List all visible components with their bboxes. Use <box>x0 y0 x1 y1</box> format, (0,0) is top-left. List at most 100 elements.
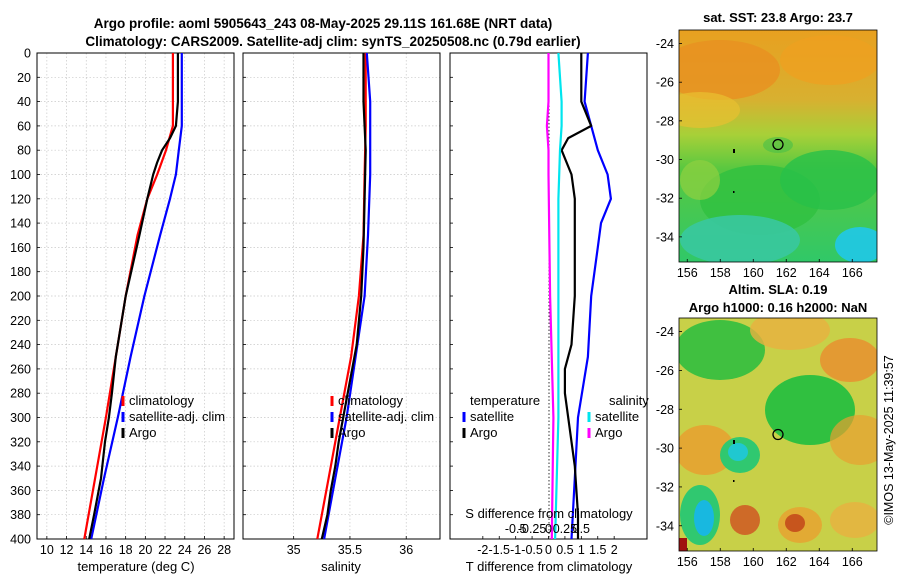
legend-argo-label: Argo <box>129 425 156 440</box>
map-x-tick-label: 164 <box>809 266 830 280</box>
map-x-tick-label: 158 <box>710 266 731 280</box>
temperature-panel: 10 12 14 16 18 20 22 24 26 28 temperature (deg C)… <box>36 52 235 574</box>
map-y-tick-label: -34 <box>656 519 674 533</box>
sst-map-title: sat. SST: 23.8 Argo: 23.7 <box>703 10 853 25</box>
legend-satellite-label: satellite-adj. clim <box>129 409 225 424</box>
argo-location-marker <box>772 428 784 441</box>
map-x-tick-label: 162 <box>776 266 797 280</box>
depth-tick-label: 360 <box>10 484 31 498</box>
depth-tick-label: 280 <box>10 387 31 401</box>
depth-tick-label: 160 <box>10 241 31 255</box>
legend-t-satellite-label: satellite <box>470 409 514 424</box>
map-y-tick-label: -26 <box>656 364 674 378</box>
x-tick-label: 20 <box>138 543 152 557</box>
map-x-tick-label: 156 <box>677 266 698 280</box>
salinity-xlabel: salinity <box>321 559 361 574</box>
depth-tick-label: 120 <box>10 192 31 206</box>
legend-climatology-label: climatology <box>129 393 195 408</box>
x-tick-label: 36 <box>399 543 413 557</box>
legend-s-argo-label: Argo <box>595 425 622 440</box>
figure-title-line1: Argo profile: aoml 5905643_243 08-May-20… <box>94 16 552 31</box>
x-tick-label: 22 <box>158 543 172 557</box>
x-tick-label: 35.5 <box>338 543 362 557</box>
depth-tick-label: 320 <box>10 435 31 449</box>
legend-temperature-title: temperature <box>470 393 540 408</box>
depth-tick-label: 180 <box>10 265 31 279</box>
legend-salinity-title: salinity <box>609 393 649 408</box>
x-tick-label: 10 <box>40 543 54 557</box>
sla-map-title2: Argo h1000: 0.16 h2000: NaN <box>689 300 867 315</box>
x-tick-label: 16 <box>99 543 113 557</box>
map-x-tick-label: 164 <box>809 555 830 569</box>
x-tick-label: 24 <box>178 543 192 557</box>
map-y-tick-label: -28 <box>656 403 674 417</box>
x-tick-label: 14 <box>79 543 93 557</box>
x-tick-label: -1 <box>510 543 521 557</box>
salinity-panel: 35 35.5 36 salinity climatology satellite-… <box>242 52 441 574</box>
depth-tick-label: 220 <box>10 314 31 328</box>
depth-tick-label: 140 <box>10 217 31 231</box>
series-line-argo <box>88 53 179 540</box>
map-y-tick-label: -32 <box>656 192 674 206</box>
difference-panel: -2 -1.5 -1 -0.5 0 0.5 1 1.5 2 T difference from … <box>449 52 649 574</box>
x-tick-label: -0.5 <box>521 543 543 557</box>
t-difference-xlabel: T difference from climatology <box>466 559 633 574</box>
map-x-tick-label: 160 <box>743 266 764 280</box>
depth-tick-label: 300 <box>10 411 31 425</box>
map-y-tick-label: -24 <box>656 37 674 51</box>
x-tick-label: 0.5 <box>556 543 573 557</box>
salinity-legend: climatology satellite-adj. clim Argo <box>330 393 434 440</box>
map-x-tick-label: 156 <box>677 555 698 569</box>
difference-legend: temperature satellite Argo salinity sate… <box>462 393 649 440</box>
depth-tick-label: 20 <box>17 71 31 85</box>
map-y-tick-label: -30 <box>656 442 674 456</box>
temperature-legend: climatology satellite-adj. clim Argo <box>121 393 225 440</box>
sla-map: Altim. SLA: 0.19 Argo h1000: 0.16 h2000:… <box>656 282 878 569</box>
depth-axis: 0 20 40 60 80 100 120 140 160 180 200 220 240 260 280 3… <box>10 47 31 547</box>
sst-map: sat. SST: 23.8 Argo: 23.7 156 158 160 162 16… <box>656 10 878 280</box>
difference-axes-box <box>449 52 648 540</box>
copyright-label: ©IMOS 13-May-2025 11:39:57 <box>882 355 896 525</box>
x-tick-label: 1 <box>578 543 585 557</box>
series-line-t-argo <box>560 53 593 539</box>
x-tick-label: 0 <box>545 543 552 557</box>
legend-climatology-label: climatology <box>338 393 404 408</box>
x-tick-label: -2 <box>477 543 488 557</box>
sst-field <box>679 30 877 262</box>
series-line-s-satellite <box>554 52 563 540</box>
sla-map-title1: Altim. SLA: 0.19 <box>729 282 828 297</box>
legend-satellite-label: satellite-adj. clim <box>338 409 434 424</box>
x-tick-label: 26 <box>197 543 211 557</box>
depth-tick-label: 60 <box>17 119 31 133</box>
x-tick-label: 2 <box>611 543 618 557</box>
x-tick-label: 18 <box>119 543 133 557</box>
depth-tick-label: 400 <box>10 533 31 547</box>
figure-title-line2: Climatology: CARS2009. Satellite-adj cli… <box>85 34 580 49</box>
s-difference-tick-label: 0.25 <box>553 522 577 536</box>
legend-argo-label: Argo <box>338 425 365 440</box>
x-tick-label: 35 <box>287 543 301 557</box>
series-line-satellite-adj-clim <box>90 53 183 540</box>
depth-tick-label: 340 <box>10 460 31 474</box>
map-y-tick-label: -24 <box>656 325 674 339</box>
map-x-tick-label: 166 <box>842 266 863 280</box>
s-difference-tick-label: -0.5 <box>505 522 527 536</box>
x-tick-label: 12 <box>60 543 74 557</box>
series-line-climatology <box>316 53 367 540</box>
map-x-tick-label: 158 <box>710 555 731 569</box>
depth-tick-label: 380 <box>10 508 31 522</box>
depth-tick-label: 200 <box>10 290 31 304</box>
map-x-tick-label: 162 <box>776 555 797 569</box>
legend-t-argo-label: Argo <box>470 425 497 440</box>
temperature-xlabel: temperature (deg C) <box>77 559 194 574</box>
map-x-tick-label: 166 <box>842 555 863 569</box>
x-tick-label: 1.5 <box>589 543 606 557</box>
s-difference-tick-label: -0.25 <box>518 522 547 536</box>
argo-location-marker <box>772 138 784 151</box>
sla-field <box>679 318 877 551</box>
depth-tick-label: 240 <box>10 338 31 352</box>
s-difference-xlabel: S difference from climatology <box>465 506 633 521</box>
series-line-s-argo <box>545 53 555 540</box>
map-y-tick-label: -32 <box>656 480 674 494</box>
